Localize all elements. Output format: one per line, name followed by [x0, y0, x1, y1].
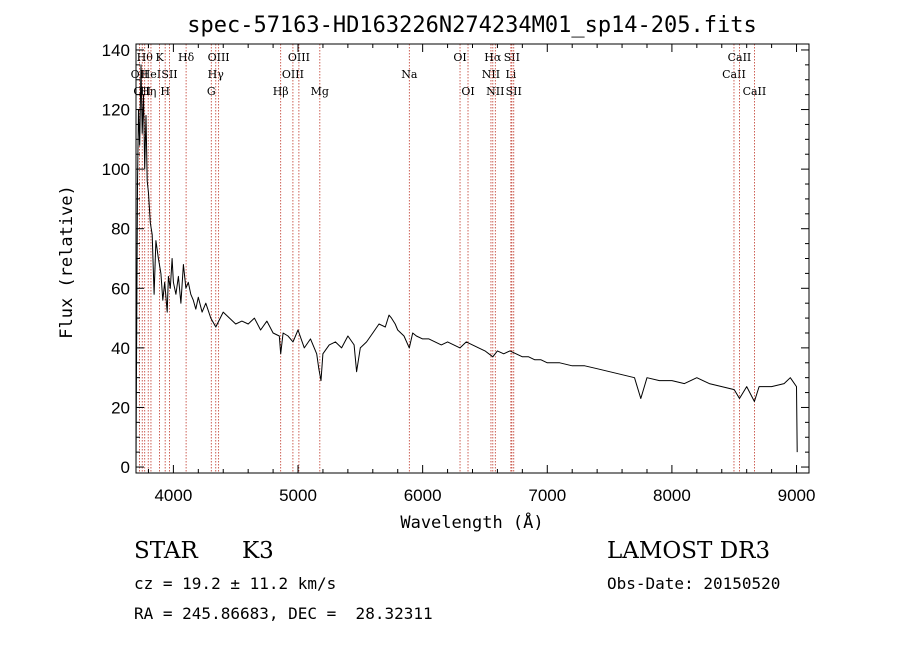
marker-label-8: Hδ	[178, 51, 195, 64]
object-subclass: K3	[242, 538, 274, 564]
marker-label-6: H	[160, 85, 170, 98]
marker-label-27: CaII	[743, 85, 767, 98]
marker-label-26: CaII	[728, 51, 752, 64]
y-tick-label-140: 140	[102, 41, 130, 60]
marker-label-4: HeI	[141, 68, 161, 81]
y-tick-label-120: 120	[102, 101, 130, 120]
y-axis-label: Flux (relative)	[57, 185, 77, 339]
x-tick-label-4000: 4000	[154, 486, 192, 505]
marker-label-7: SII	[161, 68, 177, 81]
marker-label-22: Li	[505, 68, 516, 81]
object-class: STAR	[134, 538, 198, 564]
marker-label-16: Na	[401, 68, 418, 81]
marker-label-10: Hγ	[208, 68, 225, 81]
series-flux	[135, 64, 798, 468]
marker-label-0: OII	[131, 68, 149, 81]
x-tick-label-5000: 5000	[279, 486, 317, 505]
marker-label-18: OI	[461, 85, 474, 98]
y-tick-label-0: 0	[121, 458, 130, 477]
marker-label-5: K	[155, 51, 164, 64]
plot-frame	[135, 43, 810, 474]
y-tick-label-60: 60	[111, 279, 130, 298]
x-tick-label-6000: 6000	[404, 486, 442, 505]
redshift-cz: cz = 19.2 ± 11.2 km/s	[134, 574, 337, 593]
x-axis-label: Wavelength (Å)	[400, 511, 543, 533]
marker-label-15: Mg	[311, 85, 329, 98]
marker-label-17: OI	[453, 51, 466, 64]
marker-label-25: CaII	[722, 68, 746, 81]
series-layer	[135, 64, 798, 468]
marker-label-21: NII	[486, 85, 504, 98]
marker-label-24: SII	[506, 85, 522, 98]
marker-label-11: OIII	[208, 51, 230, 64]
x-tick-label-7000: 7000	[528, 486, 566, 505]
survey-name: LAMOST DR3	[607, 538, 771, 564]
x-tick-label-8000: 8000	[653, 486, 691, 505]
marker-label-23: SII	[504, 51, 520, 64]
y-tick-label-100: 100	[102, 160, 130, 179]
x-tick-label-9000: 9000	[778, 486, 816, 505]
line-markers: OIIOIIHθHηHeIKHSIIHδGHγOIIIHβOIIIOIIIMgN…	[131, 44, 767, 473]
observation-date: Obs-Date: 20150520	[607, 574, 781, 593]
marker-label-9: G	[207, 85, 216, 98]
coordinates: RA = 245.86683, DEC = 28.32311	[134, 604, 433, 623]
axes: 4000 5000 6000 7000 8000 9000 0 20 40 60 80 100 120 1…	[102, 41, 816, 505]
y-tick-label-80: 80	[111, 220, 130, 239]
chart-title: spec-57163-HD163226N274234M01_sp14-205.f…	[187, 13, 757, 38]
y-tick-label-20: 20	[111, 398, 130, 417]
marker-label-13: OIII	[282, 68, 304, 81]
marker-label-2: Hθ	[137, 51, 154, 64]
marker-label-14: OIII	[288, 51, 310, 64]
y-tick-label-40: 40	[111, 339, 130, 358]
marker-label-19: NII	[482, 68, 500, 81]
marker-label-3: Hη	[140, 85, 156, 98]
marker-label-12: Hβ	[273, 85, 289, 98]
marker-label-20: Hα	[484, 51, 502, 64]
